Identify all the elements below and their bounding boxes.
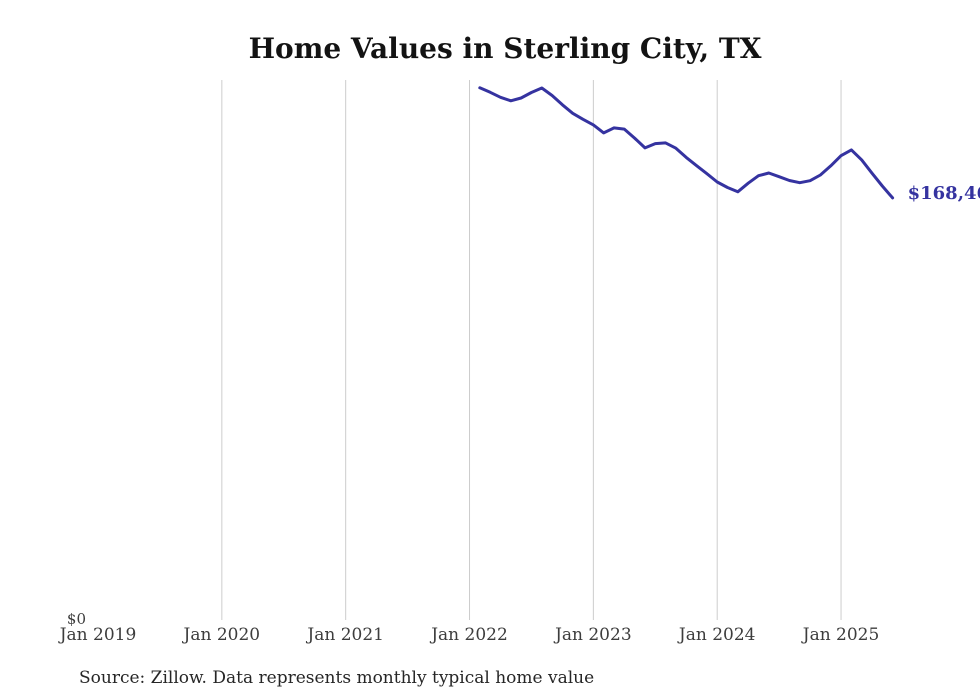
x-tick-label: Jan 2024	[677, 625, 756, 645]
latest-value-label: $168,465	[908, 183, 980, 204]
x-tick-label: Jan 2022	[429, 625, 508, 645]
x-axis-tick-labels: Jan 2019 Jan 2020 Jan 2021 Jan 2022 Jan 2023…	[58, 625, 880, 645]
source-note: Source: Zillow. Data represents monthly …	[79, 668, 594, 688]
home-value-line	[478, 86, 895, 200]
x-tick-label: Jan 2023	[553, 625, 632, 645]
chart-title: Home Values in Sterling City, TX	[249, 32, 762, 65]
gridlines	[221, 80, 842, 620]
x-tick-label: Jan 2020	[182, 625, 261, 645]
y-axis-zero-label: $0	[67, 610, 86, 628]
x-tick-label: Jan 2019	[58, 625, 137, 645]
x-tick-label: Jan 2025	[801, 625, 880, 645]
x-tick-label: Jan 2021	[305, 625, 384, 645]
